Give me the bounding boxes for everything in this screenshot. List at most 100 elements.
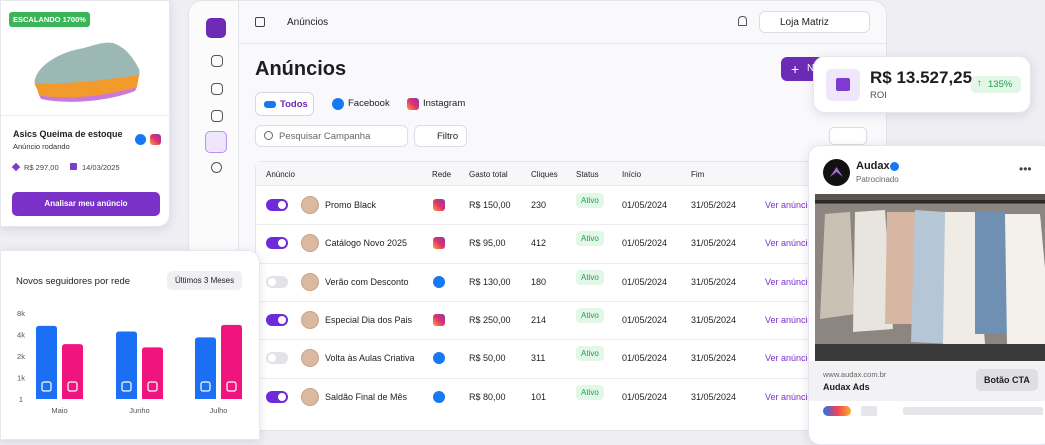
divider	[1, 115, 171, 116]
sidebar-toggle[interactable]	[255, 17, 265, 27]
ad-thumbnail	[301, 196, 319, 214]
bar	[142, 347, 163, 399]
bar-icon	[147, 381, 158, 392]
ad-thumbnail	[301, 272, 319, 291]
sponsored: Patrocinado	[856, 175, 899, 184]
ad-image	[815, 194, 1045, 361]
toggle[interactable]	[266, 390, 288, 403]
network-icon	[433, 352, 445, 365]
view-ad-link[interactable]: Ver anúncio	[765, 353, 813, 364]
x-tick-label: Maio	[51, 406, 67, 415]
status-badge: Ativo	[576, 269, 604, 285]
nav-home[interactable]	[211, 55, 223, 67]
notifications[interactable]	[738, 16, 747, 26]
ad-url: www.audax.com.br	[823, 370, 887, 379]
app-window: Anúncios Loja Matriz Anúncios + N Todos F…	[188, 0, 887, 431]
tab[interactable]: Instagram	[399, 92, 469, 116]
clicks: 180	[531, 276, 547, 287]
ad-name: Volta às Aulas Criativa	[325, 353, 415, 364]
column-header: Cliques	[531, 170, 558, 179]
view-ad-link[interactable]: Ver anúncio	[765, 314, 813, 325]
product-price: R$ 297,00	[24, 163, 59, 172]
toggle[interactable]	[266, 237, 288, 250]
nav-reports[interactable]	[211, 83, 223, 95]
view-ad-link[interactable]: Ver anúncio	[765, 276, 813, 287]
toggle[interactable]	[266, 313, 288, 326]
followers-chart: 1 1k 2k 4k 8k Maio Junho Julho	[17, 309, 242, 415]
ad-thumbnail	[301, 387, 319, 406]
row-divider	[256, 377, 874, 379]
ad-name: Promo Black	[325, 200, 377, 210]
network-icon	[433, 199, 445, 211]
y-tick-label: 4k	[17, 331, 25, 340]
product-status: Anúncio rodando	[13, 142, 70, 151]
ad-preview-card: Audax Patrocinado ••• www.audax.com.br A…	[808, 145, 1045, 445]
bar-icon	[200, 381, 211, 392]
cta-button[interactable]: Botão CTA	[976, 369, 1038, 391]
roi-change-value: 135%	[988, 79, 1013, 90]
nav-messages[interactable]	[211, 110, 223, 122]
column-header: Anúncio	[266, 170, 295, 179]
facebook-icon	[135, 134, 146, 145]
ad-footer: www.audax.com.br Audax Ads Botão CTA	[809, 361, 1045, 401]
search-box[interactable]: Pesquisar Campanha	[255, 125, 408, 147]
tab[interactable]: Todos	[255, 92, 314, 116]
status-badge: Ativo	[576, 346, 604, 362]
bar	[62, 344, 83, 399]
x-tick-label: Julho	[210, 406, 228, 415]
start-date: 01/05/2024	[622, 314, 668, 325]
spend: R$ 95,00	[469, 238, 506, 249]
row-divider	[256, 224, 874, 226]
tab-label: Facebook	[348, 98, 390, 109]
spend: R$ 250,00	[469, 314, 511, 325]
roi-change: ↑ 135%	[971, 76, 1021, 93]
bar	[221, 324, 242, 399]
reaction-count	[861, 406, 877, 416]
view-toggle[interactable]	[829, 127, 867, 145]
verified-icon	[890, 162, 899, 171]
toggle[interactable]	[266, 352, 288, 365]
comments-bar	[903, 407, 1043, 415]
brand-name: Audax	[856, 160, 890, 172]
start-date: 01/05/2024	[622, 353, 668, 364]
chart-title: Novos seguidores por rede	[16, 276, 131, 287]
analyze-button[interactable]: Analisar meu anúncio	[12, 192, 160, 216]
clicks: 230	[531, 200, 547, 210]
toggle[interactable]	[266, 275, 288, 288]
tab-label: Instagram	[423, 98, 466, 109]
view-ad-link[interactable]: Ver anúncio	[765, 200, 813, 210]
row-divider	[256, 300, 874, 302]
column-header: Fim	[691, 170, 705, 179]
menu-dots[interactable]: •••	[1019, 162, 1032, 176]
end-date: 31/05/2024	[691, 200, 737, 210]
ad-name: Saldão Final de Mês	[325, 391, 408, 402]
roi-card: R$ 13.527,25 ROI ↑ 135%	[813, 56, 1031, 113]
ad-name: Verão com Desconto	[325, 276, 409, 287]
column-header: Gasto total	[469, 170, 508, 179]
tab[interactable]: Facebook	[324, 92, 390, 116]
period-select[interactable]: Últimos 3 Meses	[167, 271, 243, 290]
view-ad-link[interactable]: Ver anúncio	[765, 391, 813, 402]
ad-thumbnail	[301, 349, 319, 368]
table-header-bg	[256, 162, 874, 186]
ad-name: Audax Ads	[823, 382, 870, 392]
product-title: Asics Queima de estoque	[13, 129, 123, 139]
clicks: 101	[531, 391, 547, 402]
store-select[interactable]: Loja Matriz	[759, 11, 870, 33]
breadcrumb: Anúncios	[287, 17, 329, 28]
spend: R$ 150,00	[469, 200, 511, 210]
start-date: 01/05/2024	[622, 200, 668, 210]
toggle[interactable]	[266, 199, 288, 211]
end-date: 31/05/2024	[691, 391, 737, 402]
plus-icon: +	[791, 61, 800, 77]
tab-icon	[264, 101, 276, 108]
view-ad-link[interactable]: Ver anúncio	[765, 238, 813, 249]
filter-button[interactable]: Filtro	[414, 125, 467, 147]
ad-thumbnail	[301, 234, 319, 253]
clicks: 412	[531, 238, 547, 249]
nav-ads[interactable]	[205, 131, 227, 153]
brand-logo	[830, 167, 843, 177]
spend: R$ 130,00	[469, 276, 511, 287]
nav-other[interactable]	[211, 162, 222, 173]
